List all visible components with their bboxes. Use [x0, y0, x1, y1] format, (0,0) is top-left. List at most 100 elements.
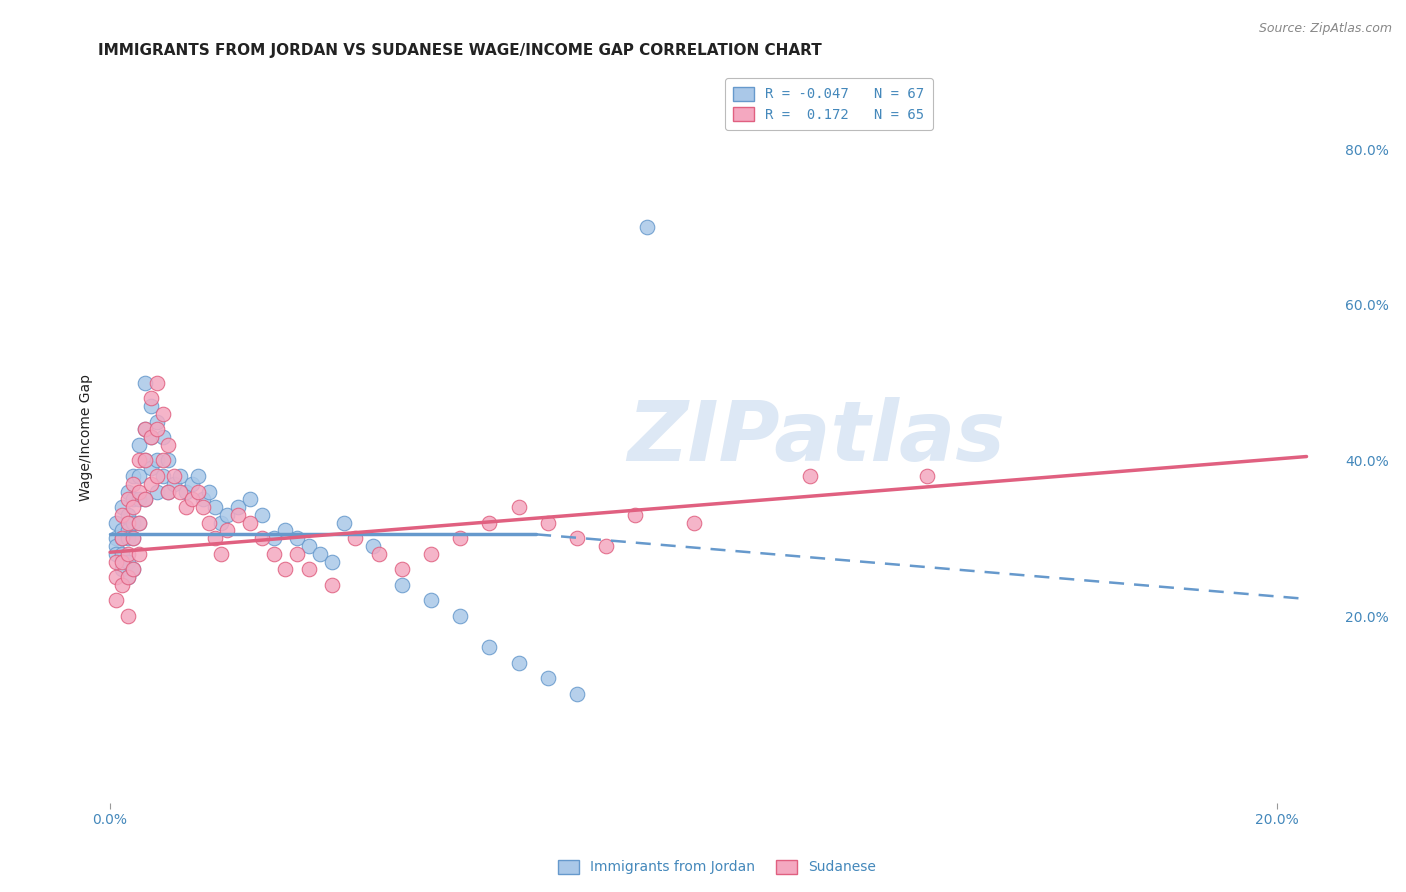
- Point: [187, 469, 209, 483]
- Point: [157, 484, 180, 499]
- Point: [239, 516, 262, 530]
- Point: [209, 547, 232, 561]
- Point: [117, 609, 139, 624]
- Point: [134, 422, 156, 436]
- Point: [134, 453, 156, 467]
- Point: [111, 578, 134, 592]
- Point: [146, 415, 169, 429]
- Point: [122, 562, 145, 576]
- Point: [163, 469, 186, 483]
- Point: [169, 484, 191, 499]
- Legend: Immigrants from Jordan, Sudanese: Immigrants from Jordan, Sudanese: [553, 854, 882, 880]
- Point: [104, 570, 127, 584]
- Point: [274, 524, 297, 538]
- Point: [139, 461, 162, 475]
- Point: [117, 531, 139, 545]
- Point: [157, 438, 180, 452]
- Point: [111, 500, 134, 515]
- Point: [565, 531, 588, 545]
- Point: [122, 562, 145, 576]
- Point: [139, 391, 162, 405]
- Point: [198, 484, 221, 499]
- Point: [128, 453, 150, 467]
- Point: [157, 453, 180, 467]
- Point: [117, 508, 139, 522]
- Point: [104, 593, 127, 607]
- Point: [104, 547, 127, 561]
- Point: [152, 453, 174, 467]
- Point: [157, 484, 180, 499]
- Point: [122, 476, 145, 491]
- Point: [198, 516, 221, 530]
- Point: [146, 376, 169, 390]
- Point: [152, 430, 174, 444]
- Point: [537, 671, 560, 685]
- Point: [122, 500, 145, 515]
- Point: [134, 422, 156, 436]
- Point: [321, 578, 343, 592]
- Point: [420, 593, 443, 607]
- Point: [174, 500, 197, 515]
- Point: [228, 500, 250, 515]
- Point: [449, 609, 471, 624]
- Point: [117, 570, 139, 584]
- Point: [344, 531, 367, 545]
- Point: [111, 555, 134, 569]
- Point: [139, 476, 162, 491]
- Point: [111, 531, 134, 545]
- Point: [122, 516, 145, 530]
- Point: [128, 469, 150, 483]
- Point: [111, 562, 134, 576]
- Point: [174, 484, 197, 499]
- Point: [193, 500, 215, 515]
- Point: [332, 516, 354, 530]
- Point: [215, 508, 238, 522]
- Point: [128, 438, 150, 452]
- Point: [122, 469, 145, 483]
- Point: [915, 469, 938, 483]
- Point: [250, 531, 273, 545]
- Point: [285, 531, 308, 545]
- Point: [111, 547, 134, 561]
- Point: [636, 219, 658, 234]
- Point: [122, 531, 145, 545]
- Point: [228, 508, 250, 522]
- Point: [146, 469, 169, 483]
- Point: [215, 524, 238, 538]
- Point: [128, 492, 150, 507]
- Point: [104, 531, 127, 545]
- Point: [180, 492, 202, 507]
- Point: [297, 562, 319, 576]
- Point: [117, 555, 139, 569]
- Point: [595, 539, 617, 553]
- Point: [128, 516, 150, 530]
- Point: [117, 516, 139, 530]
- Point: [263, 547, 285, 561]
- Point: [117, 570, 139, 584]
- Point: [204, 500, 226, 515]
- Point: [309, 547, 332, 561]
- Point: [134, 376, 156, 390]
- Point: [508, 656, 530, 670]
- Point: [139, 399, 162, 413]
- Point: [139, 430, 162, 444]
- Point: [449, 531, 471, 545]
- Point: [111, 531, 134, 545]
- Text: IMMIGRANTS FROM JORDAN VS SUDANESE WAGE/INCOME GAP CORRELATION CHART: IMMIGRANTS FROM JORDAN VS SUDANESE WAGE/…: [98, 43, 823, 58]
- Point: [128, 484, 150, 499]
- Point: [682, 516, 704, 530]
- Point: [263, 531, 285, 545]
- Point: [146, 453, 169, 467]
- Point: [122, 531, 145, 545]
- Point: [285, 547, 308, 561]
- Point: [537, 516, 560, 530]
- Text: Source: ZipAtlas.com: Source: ZipAtlas.com: [1258, 22, 1392, 36]
- Point: [128, 516, 150, 530]
- Point: [117, 484, 139, 499]
- Point: [478, 516, 501, 530]
- Point: [420, 547, 443, 561]
- Point: [180, 476, 202, 491]
- Point: [146, 422, 169, 436]
- Point: [111, 524, 134, 538]
- Point: [799, 469, 821, 483]
